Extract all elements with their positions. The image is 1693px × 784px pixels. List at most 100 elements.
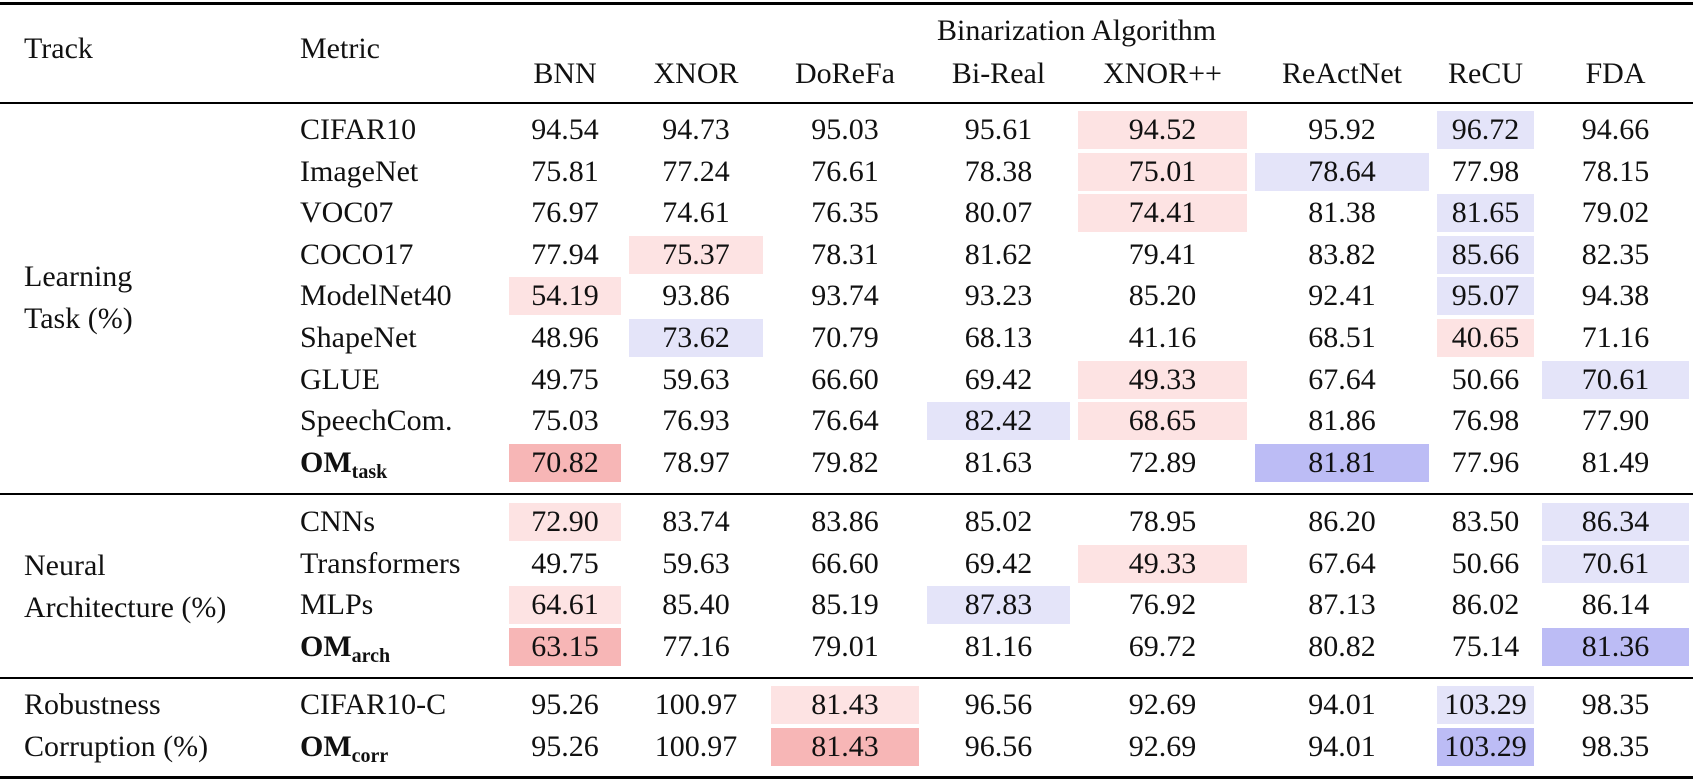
value-cell: 64.61 bbox=[531, 588, 599, 622]
value-cell: 68.13 bbox=[964, 321, 1033, 354]
cell-highlight bbox=[1542, 503, 1689, 541]
metric-header: Metric bbox=[300, 32, 380, 65]
value-cell: 83.82 bbox=[1308, 237, 1376, 271]
metric-name: VOC07 bbox=[300, 196, 394, 230]
value-cell: 94.01 bbox=[1308, 688, 1376, 721]
metric-name: ModelNet40 bbox=[300, 279, 452, 313]
value-cell: 95.92 bbox=[1308, 113, 1376, 146]
value-cell: 86.20 bbox=[1308, 505, 1376, 538]
cell-highlight bbox=[1437, 686, 1534, 724]
value-cell: 95.26 bbox=[531, 688, 599, 721]
value-cell: 85.02 bbox=[964, 505, 1033, 538]
value-cell: 81.81 bbox=[1308, 445, 1376, 479]
cell-highlight bbox=[1078, 111, 1247, 149]
metric-label: CIFAR10 bbox=[300, 111, 416, 149]
value-cell: 93.74 bbox=[811, 279, 879, 313]
track-label-line: Neural bbox=[24, 549, 106, 582]
value-cell: 74.61 bbox=[662, 196, 730, 230]
value-cell: 81.49 bbox=[1581, 445, 1650, 479]
value-cell: 95.07 bbox=[1451, 279, 1520, 313]
metric-label: MLPs bbox=[300, 586, 373, 624]
algorithm-header-dorefa: DoReFa bbox=[795, 57, 895, 90]
value-cell: 94.01 bbox=[1308, 729, 1376, 763]
overall-metric-label: OMcorr bbox=[300, 728, 388, 766]
value-cell: 85.40 bbox=[662, 588, 730, 622]
metric-name: CIFAR10-C bbox=[300, 688, 447, 721]
value-cell: 95.03 bbox=[811, 113, 879, 146]
value-cell: 75.01 bbox=[1128, 154, 1197, 188]
value-cell: 79.02 bbox=[1581, 196, 1650, 230]
value-cell: 67.64 bbox=[1308, 362, 1376, 396]
value-cell: 72.89 bbox=[1128, 445, 1197, 479]
value-cell: 81.16 bbox=[964, 629, 1033, 663]
metric-label: VOC07 bbox=[300, 194, 393, 232]
value-cell: 100.97 bbox=[654, 729, 738, 763]
value-cell: 66.60 bbox=[811, 546, 879, 580]
value-cell: 50.66 bbox=[1451, 546, 1520, 580]
value-cell: 59.63 bbox=[662, 362, 730, 396]
metric-label: CIFAR10-C bbox=[300, 686, 446, 724]
header-rule bbox=[0, 102, 1693, 104]
value-cell: 50.66 bbox=[1451, 362, 1520, 396]
metric-subscript: corr bbox=[351, 744, 389, 767]
metric-name: COCO17 bbox=[300, 237, 414, 271]
cell-highlight bbox=[1437, 319, 1534, 357]
value-cell: 76.92 bbox=[1128, 588, 1197, 622]
algorithm-header-bi-real: Bi-Real bbox=[951, 57, 1046, 90]
value-cell: 77.16 bbox=[662, 629, 730, 663]
track-label: Neural Architecture (%) bbox=[24, 545, 226, 629]
value-cell: 81.43 bbox=[811, 688, 879, 721]
value-cell: 69.72 bbox=[1128, 629, 1197, 663]
value-cell: 92.69 bbox=[1128, 688, 1197, 721]
value-cell: 92.69 bbox=[1128, 729, 1197, 763]
cell-highlight bbox=[1255, 152, 1429, 191]
value-cell: 98.35 bbox=[1581, 729, 1650, 763]
value-cell: 96.56 bbox=[964, 729, 1033, 763]
algorithm-header-xnor-: XNOR++ bbox=[1103, 57, 1222, 90]
value-cell: 87.13 bbox=[1308, 588, 1376, 622]
track-label-line: Learning bbox=[24, 260, 133, 293]
value-cell: 94.66 bbox=[1581, 113, 1650, 146]
value-cell: 80.82 bbox=[1308, 629, 1376, 663]
value-cell: 75.37 bbox=[662, 237, 730, 271]
value-cell: 93.86 bbox=[662, 279, 730, 313]
value-cell: 81.38 bbox=[1308, 196, 1376, 230]
bottom-rule bbox=[0, 776, 1693, 779]
value-cell: 96.72 bbox=[1451, 113, 1520, 146]
value-cell: 76.35 bbox=[811, 196, 879, 230]
value-cell: 70.61 bbox=[1581, 362, 1650, 396]
metric-name: MLPs bbox=[300, 588, 374, 622]
algorithm-header-recu: ReCU bbox=[1448, 57, 1523, 90]
value-cell: 78.95 bbox=[1128, 505, 1197, 538]
value-cell: 71.16 bbox=[1581, 321, 1650, 354]
algorithm-header-reactnet: ReActNet bbox=[1282, 57, 1402, 90]
track-label: Learning Task (%) bbox=[24, 256, 133, 340]
metric-label: ModelNet40 bbox=[300, 277, 452, 315]
value-cell: 85.20 bbox=[1128, 279, 1197, 313]
value-cell: 79.01 bbox=[811, 629, 879, 663]
metric-name: ImageNet bbox=[300, 154, 419, 188]
value-cell: 98.35 bbox=[1581, 688, 1650, 721]
cell-highlight bbox=[629, 235, 763, 274]
value-cell: 78.15 bbox=[1581, 154, 1650, 188]
value-cell: 96.56 bbox=[964, 688, 1033, 721]
value-cell: 78.38 bbox=[964, 154, 1033, 188]
value-cell: 77.96 bbox=[1451, 445, 1520, 479]
value-cell: 48.96 bbox=[531, 321, 599, 354]
value-cell: 78.64 bbox=[1308, 154, 1376, 188]
value-cell: 81.36 bbox=[1581, 629, 1650, 663]
cell-highlight bbox=[927, 402, 1070, 441]
value-cell: 95.26 bbox=[531, 729, 599, 763]
value-cell: 92.41 bbox=[1308, 279, 1376, 313]
metric-subscript: task bbox=[351, 460, 388, 483]
track-label-line: Task (%) bbox=[24, 302, 133, 335]
value-cell: 63.15 bbox=[531, 629, 599, 663]
value-cell: 75.03 bbox=[531, 404, 599, 438]
track-label: Robustness Corruption (%) bbox=[24, 684, 208, 768]
value-cell: 81.86 bbox=[1308, 404, 1376, 438]
metric-label: ImageNet bbox=[300, 153, 418, 191]
value-cell: 81.65 bbox=[1451, 196, 1520, 230]
section-rule-1 bbox=[0, 493, 1693, 495]
value-cell: 81.62 bbox=[964, 237, 1033, 271]
